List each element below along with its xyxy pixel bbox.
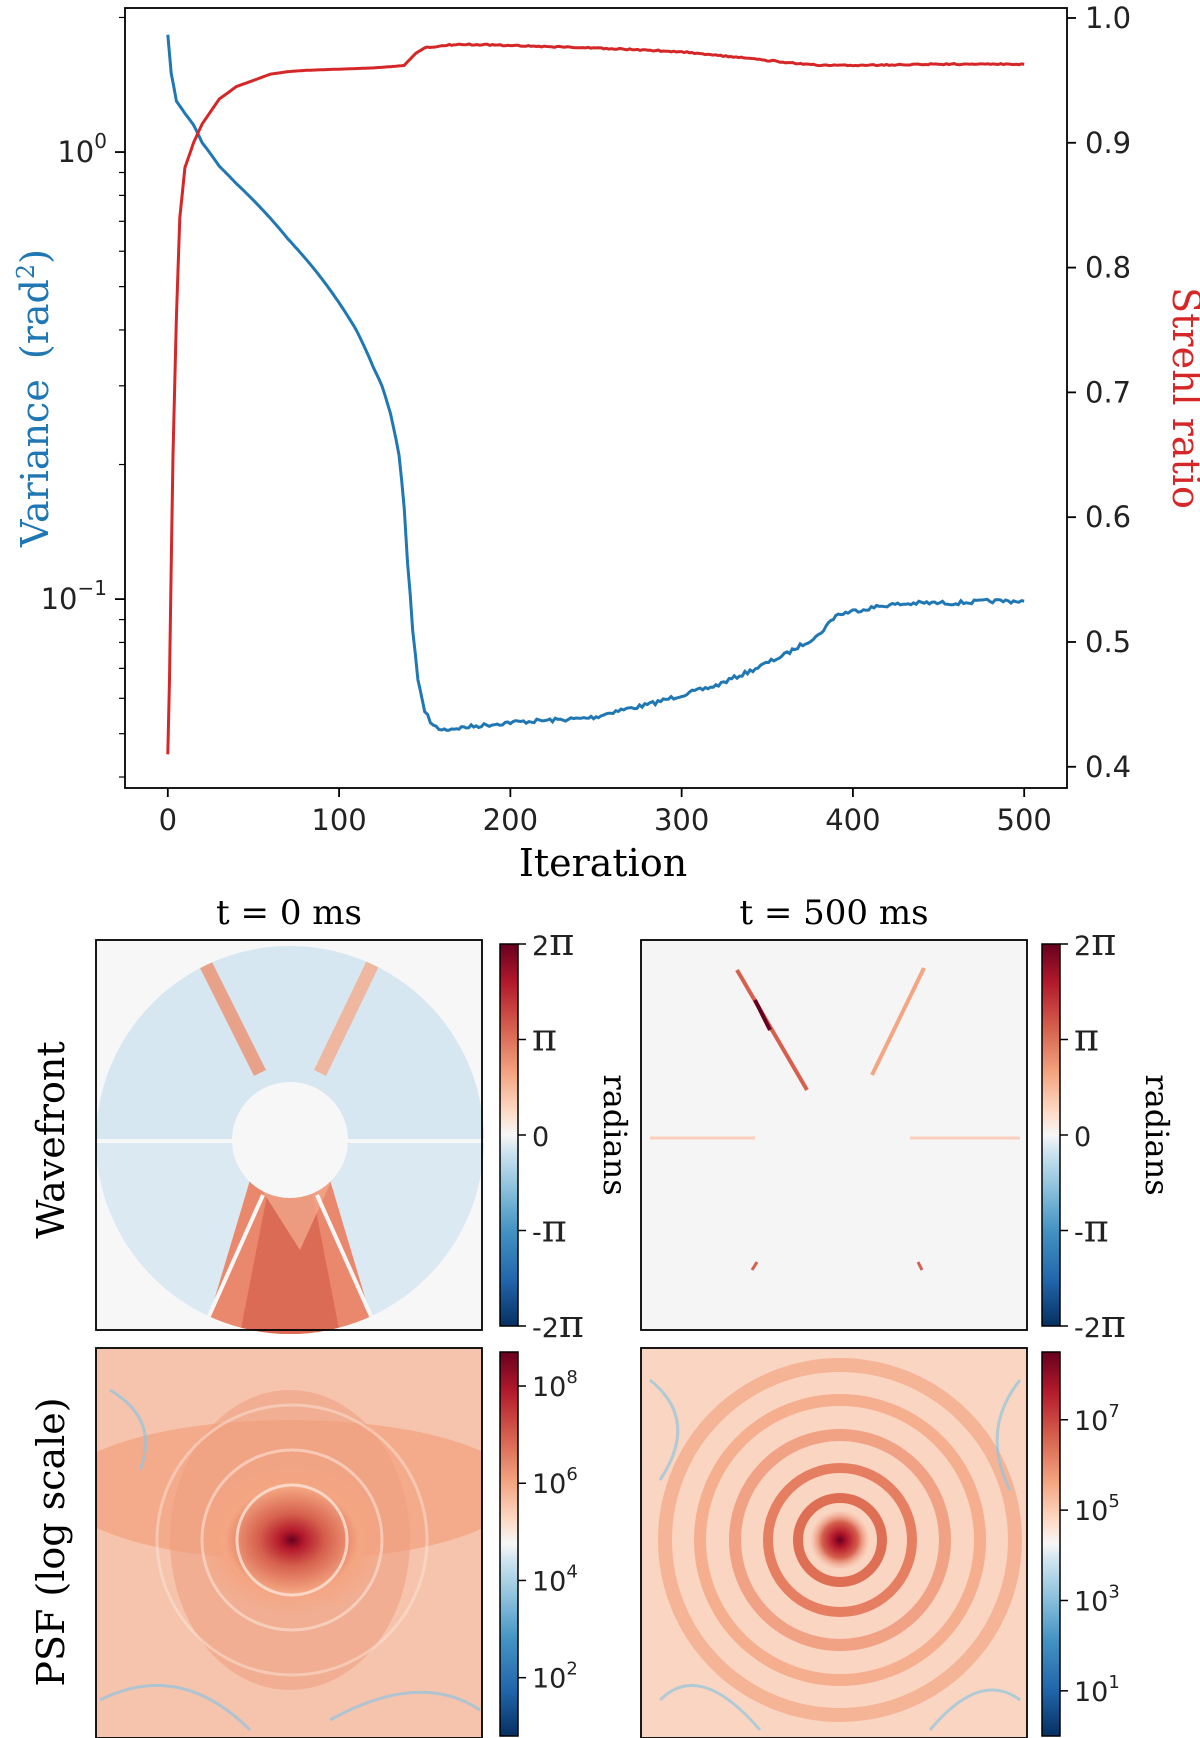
y-right-axis-ticks: 0.4 0.5 0.6 0.7 0.8 0.9 1.0 bbox=[1067, 1, 1131, 784]
colorbar-tick-label: 103 bbox=[1074, 1581, 1120, 1617]
plot-frame bbox=[124, 7, 1068, 789]
x-tick-label: 0 bbox=[159, 803, 177, 837]
colorbar-tick-label: 0 bbox=[1074, 1122, 1091, 1153]
x-tick-label: 300 bbox=[654, 803, 709, 837]
y-right-axis-label: Strehl ratio bbox=[1164, 287, 1200, 509]
colorbar-psf-t500: 107 105 103 101 bbox=[1041, 1351, 1120, 1737]
line-chart: 0 100 200 300 400 500 100 10−1 0.4 0.5 0.6 0.7 0.8… bbox=[12, 1, 1200, 885]
x-tick-label: 100 bbox=[311, 803, 366, 837]
heatmap-panels: t = 0 ms t = 500 ms Wavefront PSF (log s… bbox=[29, 893, 1176, 1738]
colorbar-tick-label: 101 bbox=[1074, 1672, 1120, 1708]
psf-image-t0 bbox=[95, 1347, 483, 1738]
colorbar-tick-label: -π bbox=[532, 1207, 567, 1251]
y-right-tick-label: 0.6 bbox=[1085, 500, 1131, 534]
series-line-variance bbox=[166, 34, 1025, 732]
colorbar-tick-label: π bbox=[532, 1016, 557, 1060]
colorbar-tick-label: π bbox=[1074, 1016, 1099, 1060]
colorbar-tick-label: 107 bbox=[1074, 1401, 1120, 1437]
y-right-tick-label: 0.8 bbox=[1085, 251, 1131, 285]
colorbar-tick-label: 0 bbox=[532, 1122, 549, 1153]
x-axis-ticks: 0 100 200 300 400 500 bbox=[159, 788, 1052, 837]
y-left-tick-label: 10−1 bbox=[41, 576, 107, 616]
colorbar-label-radians-t0: radians bbox=[596, 1074, 634, 1195]
row-label-wavefront: Wavefront bbox=[29, 1041, 73, 1238]
column-title-t0: t = 0 ms bbox=[216, 893, 362, 933]
plot-lines bbox=[166, 34, 1025, 755]
colorbar-tick-label: -2π bbox=[1074, 1302, 1126, 1346]
series-line-strehl bbox=[166, 42, 1025, 755]
row-label-psf: PSF (log scale) bbox=[29, 1397, 73, 1686]
x-axis-label: Iteration bbox=[519, 841, 687, 885]
y-right-tick-label: 0.7 bbox=[1085, 375, 1131, 409]
colorbar-tick-label: 102 bbox=[532, 1659, 578, 1695]
y-right-tick-label: 0.5 bbox=[1085, 625, 1131, 659]
y-right-tick-label: 0.9 bbox=[1085, 126, 1131, 160]
y-left-axis-label: Variance (rad2) bbox=[12, 249, 57, 548]
colorbar-tick-label: 2π bbox=[532, 920, 574, 964]
y-left-tick-label: 100 bbox=[57, 129, 107, 169]
x-tick-label: 500 bbox=[997, 803, 1052, 837]
colorbar-tick-label: 105 bbox=[1074, 1491, 1120, 1527]
colorbar-label-radians-t500: radians bbox=[1138, 1074, 1176, 1195]
wavefront-image-t0 bbox=[95, 939, 484, 1334]
y-right-tick-label: 1.0 bbox=[1085, 1, 1131, 35]
colorbar-tick-label: 108 bbox=[532, 1367, 578, 1403]
colorbar-tick-label: 2π bbox=[1074, 920, 1116, 964]
colorbar-tick-label: 104 bbox=[532, 1561, 578, 1597]
colorbar-tick-label: 106 bbox=[532, 1464, 578, 1500]
colorbar-wavefront-t0: 2π π 0 -π -2π radians bbox=[499, 920, 634, 1346]
colorbar-tick-label: -π bbox=[1074, 1207, 1109, 1251]
x-tick-label: 400 bbox=[825, 803, 880, 837]
y-right-tick-label: 0.4 bbox=[1085, 750, 1131, 784]
wavefront-image-t500 bbox=[640, 939, 1028, 1331]
colorbar-tick-label: -2π bbox=[532, 1302, 584, 1346]
y-left-axis-ticks: 100 10−1 bbox=[41, 16, 125, 778]
colorbar-wavefront-t500: 2π π 0 -π -2π radians bbox=[1041, 920, 1176, 1346]
column-title-t500: t = 500 ms bbox=[739, 893, 928, 933]
x-tick-label: 200 bbox=[483, 803, 538, 837]
psf-image-t500 bbox=[640, 1347, 1028, 1738]
colorbar-psf-t0: 108 106 104 102 bbox=[499, 1351, 578, 1737]
